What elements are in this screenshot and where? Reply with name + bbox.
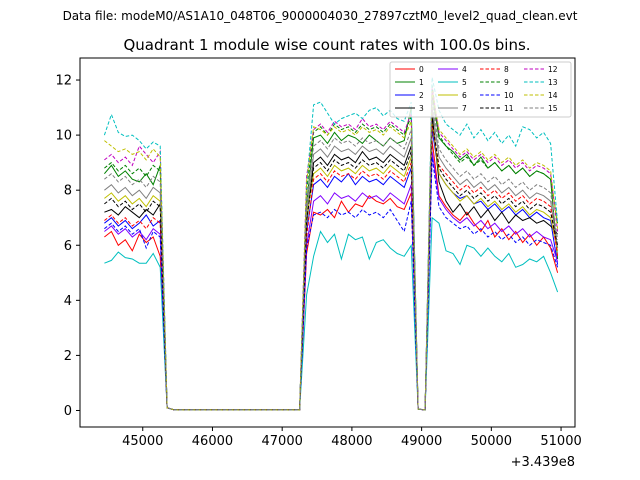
chart-suptitle: Data file: modeM0/AS1A10_048T06_90000040… [63, 9, 578, 23]
series-line-9 [104, 85, 559, 411]
series-line-8 [104, 124, 559, 411]
legend-label-2: 2 [419, 91, 424, 100]
plot-frame [79, 57, 576, 428]
y-tick-label: 10 [55, 129, 72, 144]
legend-label-6: 6 [462, 91, 467, 100]
legend-label-12: 12 [548, 65, 558, 74]
legend-label-10: 10 [504, 91, 514, 100]
x-tick-label: 50000 [471, 434, 512, 449]
legend-label-9: 9 [504, 78, 509, 87]
series-line-7 [104, 107, 559, 411]
series-line-10 [104, 157, 559, 411]
x-tick-label: 47000 [262, 434, 303, 449]
x-tick-label: 51000 [540, 434, 581, 449]
series-line-5 [104, 216, 559, 411]
y-tick-label: 0 [64, 404, 72, 419]
series-line-14 [104, 90, 559, 411]
legend-box [389, 61, 572, 118]
y-axis: 0 2 4 6 8 10 12 [55, 74, 80, 419]
legend-label-0: 0 [419, 65, 424, 74]
legend-label-1: 1 [419, 78, 424, 87]
x-offset-label: +3.439e8 [511, 455, 575, 470]
y-tick-label: 8 [64, 184, 72, 199]
legend-label-4: 4 [462, 65, 467, 74]
series-line-11 [104, 118, 559, 411]
legend-label-11: 11 [504, 104, 514, 113]
legend-label-14: 14 [548, 91, 558, 100]
series-lines [103, 77, 559, 411]
x-tick-label: 48000 [331, 434, 372, 449]
legend-label-5: 5 [462, 78, 467, 87]
legend-label-8: 8 [504, 65, 509, 74]
legend-label-7: 7 [462, 104, 467, 113]
legend-label-15: 15 [548, 104, 558, 113]
legend-label-13: 13 [548, 78, 558, 87]
series-line-3 [104, 113, 558, 411]
y-tick-label: 2 [64, 349, 72, 364]
y-tick-label: 6 [64, 239, 72, 254]
x-axis: 45000 46000 47000 48000 49000 50000 51000 [122, 427, 582, 449]
series-line-1 [104, 93, 559, 411]
x-tick-label: 49000 [401, 434, 442, 449]
series-line-12 [104, 88, 559, 411]
series-line-4 [104, 151, 559, 411]
y-tick-label: 12 [55, 74, 72, 89]
y-tick-label: 4 [64, 294, 72, 309]
legend-label-3: 3 [419, 104, 424, 113]
series-line-13 [103, 77, 559, 411]
x-tick-label: 46000 [192, 434, 233, 449]
x-tick-label: 45000 [122, 434, 163, 449]
series-line-15 [104, 99, 559, 411]
chart-title: Quadrant 1 module wise count rates with … [123, 36, 530, 54]
